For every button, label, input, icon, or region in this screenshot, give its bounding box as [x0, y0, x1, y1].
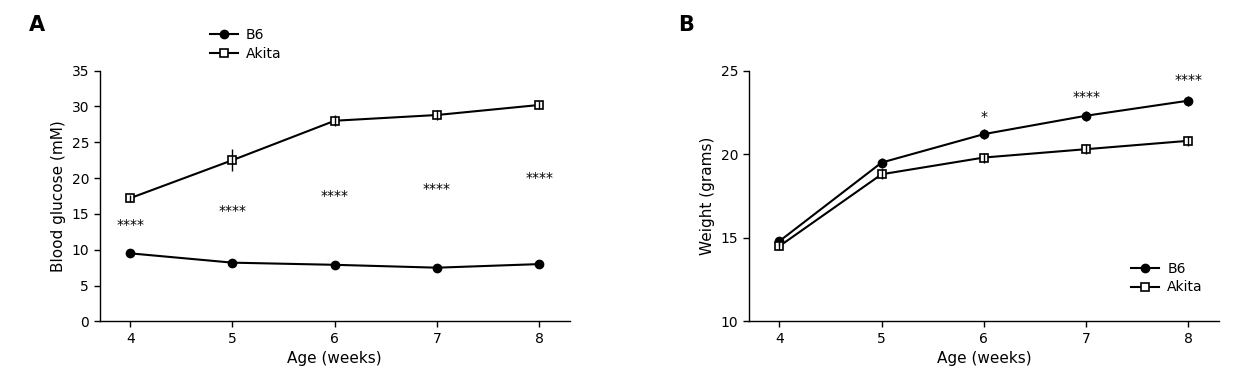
Text: A: A	[29, 15, 45, 35]
X-axis label: Age (weeks): Age (weeks)	[937, 351, 1031, 367]
Text: ****: ****	[116, 218, 144, 232]
Y-axis label: Blood glucose (mM): Blood glucose (mM)	[51, 120, 66, 272]
Text: ****: ****	[525, 171, 554, 185]
Text: ****: ****	[423, 182, 452, 196]
Text: *: *	[980, 110, 988, 124]
Legend: B6, Akita: B6, Akita	[210, 28, 281, 61]
Text: ****: ****	[1072, 90, 1100, 104]
Text: B: B	[678, 15, 694, 35]
Y-axis label: Weight (grams): Weight (grams)	[700, 137, 715, 255]
Text: ****: ****	[219, 203, 246, 218]
X-axis label: Age (weeks): Age (weeks)	[287, 351, 382, 367]
Text: ****: ****	[1174, 73, 1203, 87]
Text: ****: ****	[321, 189, 348, 203]
Legend: B6, Akita: B6, Akita	[1131, 261, 1203, 294]
